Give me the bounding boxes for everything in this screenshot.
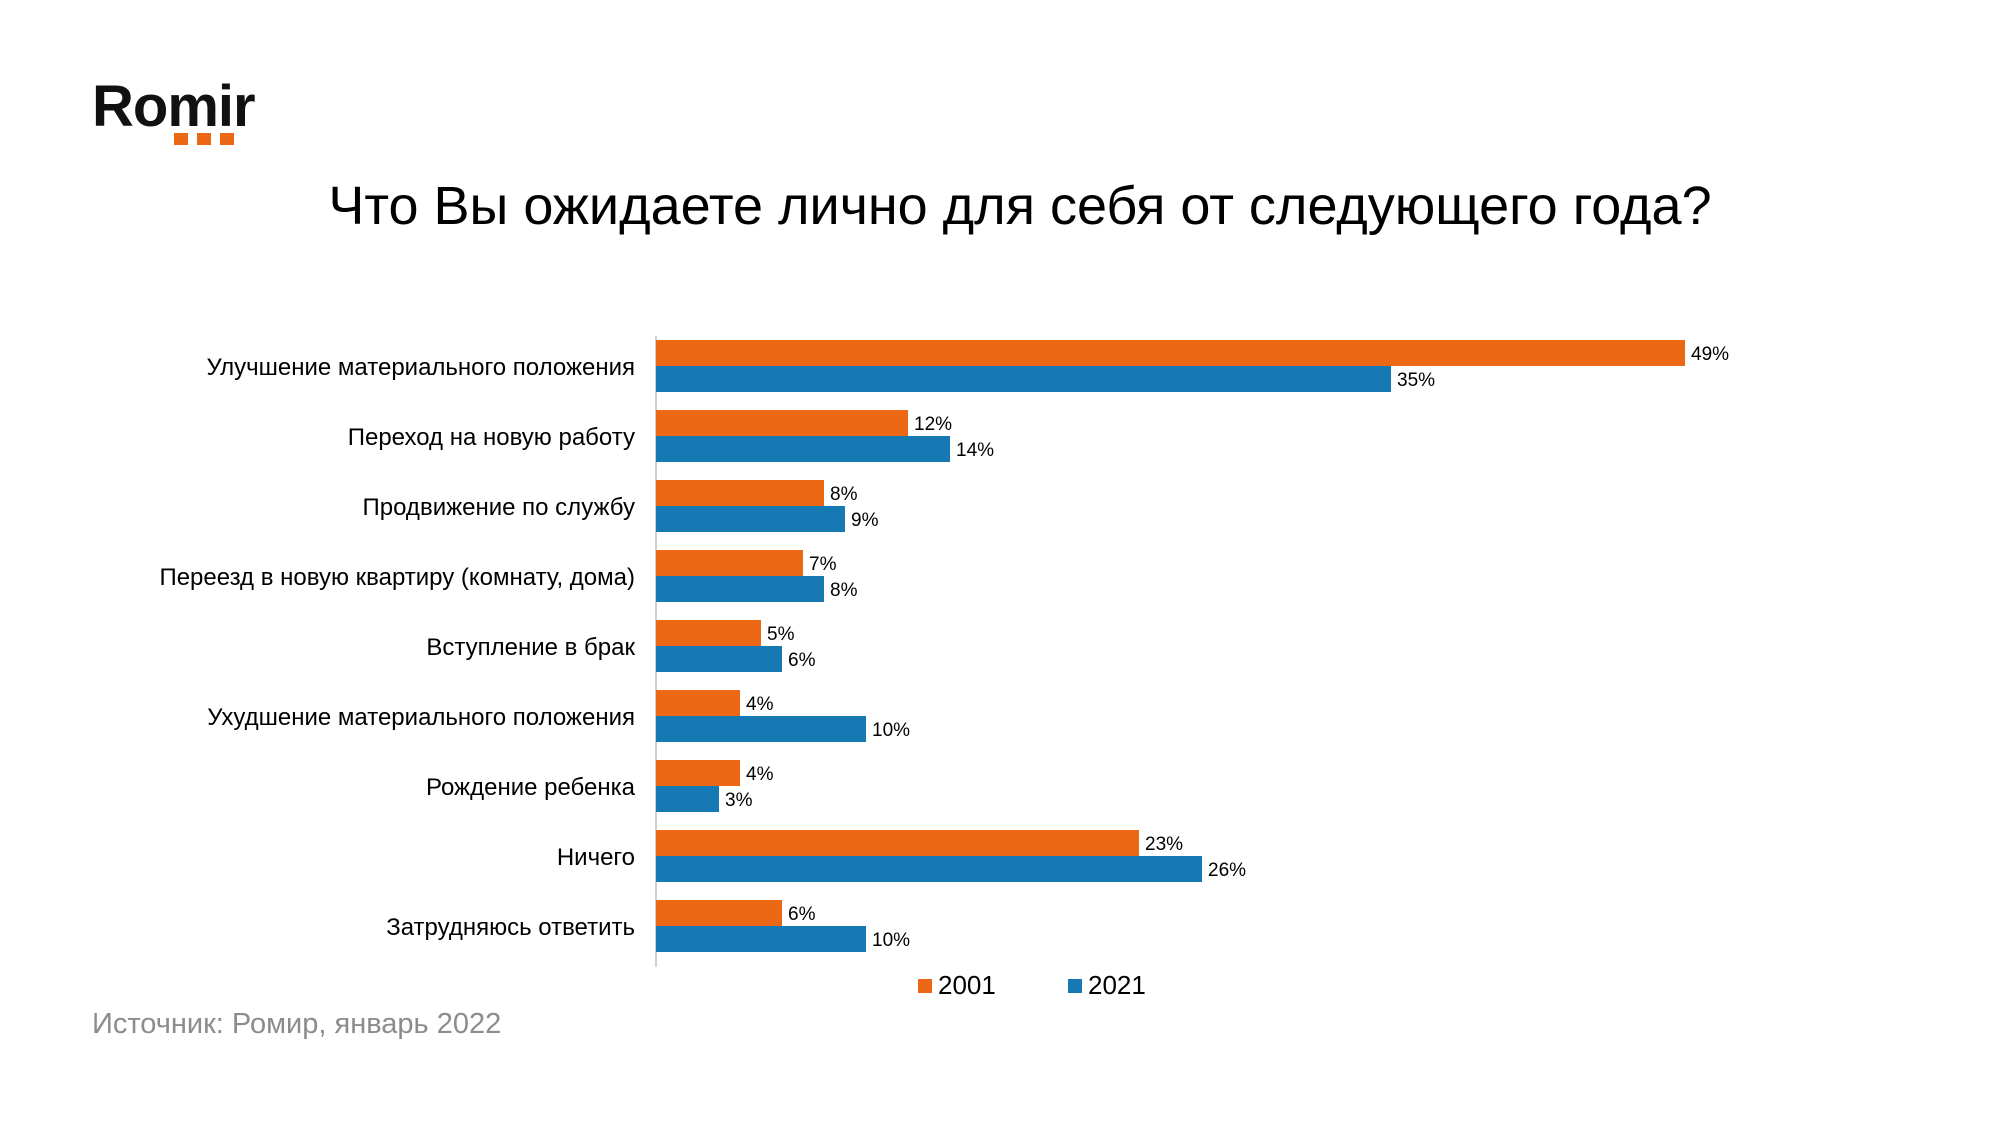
bar-2001 [656, 550, 803, 576]
data-label: 26% [1208, 860, 1246, 881]
logo-dots [174, 133, 234, 145]
bar-2001 [656, 340, 1685, 366]
category-label: Затрудняюсь ответить [386, 914, 635, 941]
data-label: 14% [956, 440, 994, 461]
bar-2021 [656, 716, 866, 742]
bar-2001 [656, 690, 740, 716]
data-label: 8% [830, 484, 858, 505]
bar-2001 [656, 480, 824, 506]
bar-2021 [656, 786, 719, 812]
bar-2021 [656, 436, 950, 462]
category-label: Улучшение материального положения [207, 354, 636, 381]
legend-label: 2021 [1088, 970, 1146, 1000]
data-label: 23% [1145, 834, 1183, 855]
logo-text: Romir [92, 74, 256, 139]
logo-dot [174, 133, 188, 145]
data-label: 7% [809, 554, 837, 575]
data-label: 12% [914, 414, 952, 435]
data-label: 9% [851, 510, 879, 531]
data-label: 3% [725, 790, 753, 811]
bar-2001 [656, 900, 782, 926]
data-label: 4% [746, 694, 774, 715]
category-label: Вступление в брак [426, 634, 635, 661]
bar-2021 [656, 646, 782, 672]
data-label: 10% [872, 930, 910, 951]
bar-2001 [656, 830, 1139, 856]
bar-2021 [656, 506, 845, 532]
bar-2001 [656, 620, 761, 646]
logo-dot [197, 133, 211, 145]
data-label: 35% [1397, 370, 1435, 391]
data-label: 10% [872, 720, 910, 741]
data-label: 8% [830, 580, 858, 601]
bar-2021 [656, 366, 1391, 392]
bar-2021 [656, 926, 866, 952]
data-label: 6% [788, 650, 816, 671]
data-label: 49% [1691, 344, 1729, 365]
romir-logo: Romir [92, 78, 282, 148]
logo-dot [220, 133, 234, 145]
data-label: 5% [767, 624, 795, 645]
data-label: 4% [746, 764, 774, 785]
legend-swatch-2021 [1068, 979, 1082, 993]
source-note: Источник: Ромир, январь 2022 [92, 1008, 502, 1040]
legend-swatch-2001 [918, 979, 932, 993]
category-label: Продвижение по службу [363, 494, 635, 521]
bar-2021 [656, 576, 824, 602]
category-label: Ничего [557, 844, 635, 871]
category-label: Переход на новую работу [348, 424, 635, 451]
legend-label: 2001 [938, 970, 996, 1000]
category-label: Переезд в новую квартиру (комнату, дома) [159, 564, 635, 591]
data-label: 6% [788, 904, 816, 925]
category-label: Ухудшение материального положения [207, 704, 635, 731]
category-label: Рождение ребенка [426, 774, 636, 801]
bar-2001 [656, 410, 908, 436]
chart-title: Что Вы ожидаете лично для себя от следую… [328, 176, 1712, 236]
bar-2021 [656, 856, 1202, 882]
bar-2001 [656, 760, 740, 786]
